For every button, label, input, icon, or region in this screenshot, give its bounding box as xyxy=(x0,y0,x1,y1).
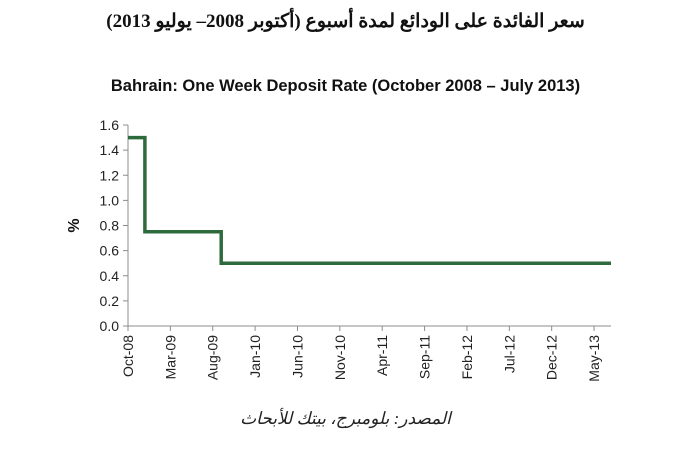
x-tick-label: Jun-10 xyxy=(289,335,305,378)
y-tick-label: 1.4 xyxy=(100,142,120,158)
arabic-title: سعر الفائدة على الودائع لمدة أسبوع (أكتو… xyxy=(106,11,585,32)
x-tick-label: Jan-10 xyxy=(247,335,263,378)
y-tick-label: 1.6 xyxy=(100,117,120,133)
y-tick-label: 1.0 xyxy=(100,192,120,208)
y-tick-label: 0.2 xyxy=(100,293,120,309)
deposit-rate-line xyxy=(128,135,611,265)
x-tick-label: Sep-11 xyxy=(417,335,433,379)
x-tick-label: May-13 xyxy=(586,335,602,382)
x-tick-label: Oct-08 xyxy=(120,335,136,377)
source-note: المصدر: بلومبرج، بيتك للأبحاث xyxy=(240,409,451,428)
y-axis-title: % xyxy=(66,218,83,232)
y-tick-label: 0.4 xyxy=(100,268,120,284)
x-tick-label: Nov-10 xyxy=(332,335,348,380)
chart-title: Bahrain: One Week Deposit Rate (October … xyxy=(110,77,581,95)
x-tick-label: Jul-12 xyxy=(501,335,517,373)
y-tick-label: 1.2 xyxy=(100,167,120,183)
x-tick-label: Dec-12 xyxy=(544,335,560,380)
y-tick-label: 0.0 xyxy=(100,318,120,334)
x-tick-label: Apr-11 xyxy=(374,335,390,376)
x-tick-label: Aug-09 xyxy=(205,335,221,380)
y-tick-label: 0.6 xyxy=(100,243,120,259)
x-tick-label: Mar-09 xyxy=(162,335,178,380)
x-tick-label: Feb-12 xyxy=(459,335,475,380)
y-tick-label: 0.8 xyxy=(100,218,120,234)
